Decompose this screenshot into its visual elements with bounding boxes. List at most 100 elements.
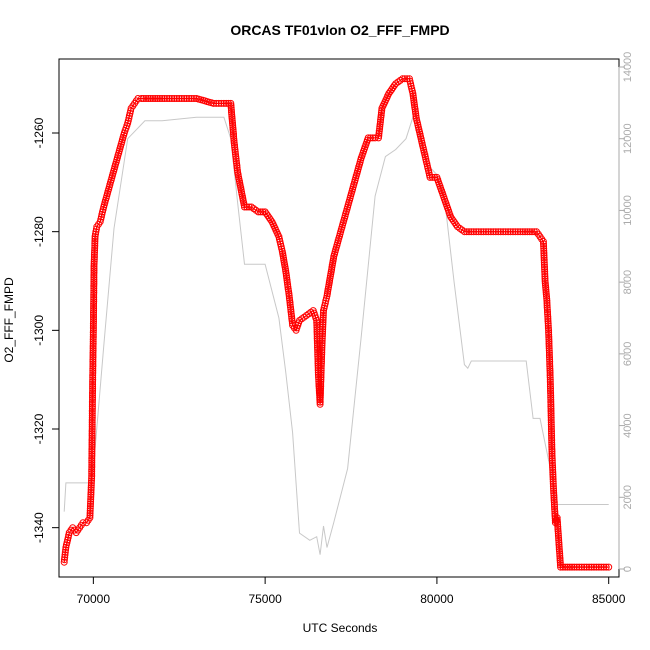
- data-point: [542, 284, 550, 292]
- data-point: [317, 360, 325, 368]
- data-point: [88, 439, 96, 446]
- data-point: [229, 128, 237, 136]
- data-point: [546, 380, 554, 388]
- data-point: [492, 228, 500, 236]
- data-point: [319, 316, 327, 324]
- data-point: [551, 503, 558, 511]
- data-point: [142, 95, 150, 102]
- data-point: [555, 543, 563, 551]
- data-point: [316, 391, 324, 399]
- data-point: [87, 488, 95, 496]
- data-point: [566, 563, 574, 571]
- data-point: [87, 486, 95, 494]
- data-point: [544, 320, 552, 327]
- x-tick-label: 70000: [77, 592, 111, 606]
- data-point: [178, 95, 186, 102]
- data-point: [545, 349, 553, 357]
- data-point: [287, 303, 294, 311]
- data-point: [555, 539, 563, 546]
- data-point: [229, 124, 237, 131]
- y-tick-label: -1320: [32, 413, 46, 444]
- data-point: [319, 321, 327, 328]
- data-point: [378, 107, 386, 115]
- data-point: [555, 534, 563, 542]
- data-point: [90, 269, 98, 277]
- data-point: [286, 301, 294, 309]
- data-point: [550, 485, 557, 492]
- data-point: [548, 434, 556, 442]
- data-point: [554, 525, 562, 533]
- data-point: [549, 461, 556, 469]
- data-point: [90, 262, 98, 270]
- data-point: [149, 95, 157, 102]
- data-point: [319, 314, 327, 322]
- data-point: [61, 548, 69, 556]
- data-point: [317, 364, 325, 372]
- data-point: [318, 357, 325, 365]
- data-point: [287, 308, 295, 316]
- y2-tick-label: 8000: [622, 270, 634, 294]
- data-point: [551, 507, 559, 515]
- data-point: [175, 95, 183, 102]
- data-point: [317, 385, 325, 392]
- data-point: [548, 432, 556, 440]
- data-point: [568, 563, 576, 571]
- data-point: [60, 558, 68, 566]
- data-point: [547, 412, 555, 419]
- data-point: [550, 487, 558, 495]
- data-point: [90, 300, 98, 308]
- data-point: [165, 95, 173, 102]
- data-point: [230, 132, 238, 140]
- data-point: [87, 493, 95, 501]
- data-point: [575, 563, 583, 571]
- data-point: [316, 396, 324, 404]
- y2-tick-label: 2000: [622, 485, 634, 509]
- data-point: [543, 306, 551, 314]
- data-point: [287, 310, 295, 318]
- data-point: [89, 389, 96, 397]
- data-point: [285, 287, 293, 295]
- data-point: [90, 251, 98, 259]
- data-point: [92, 230, 99, 238]
- data-point: [547, 418, 555, 426]
- data-point: [452, 221, 460, 229]
- data-point: [90, 267, 98, 275]
- data-point: [541, 275, 549, 283]
- data-point: [90, 280, 98, 288]
- data-point: [472, 228, 480, 236]
- data-point: [546, 369, 554, 377]
- data-point: [90, 276, 98, 283]
- data-point: [546, 373, 554, 381]
- data-point: [88, 412, 96, 419]
- data-point: [600, 563, 608, 571]
- data-point: [62, 543, 70, 551]
- data-point: [283, 278, 291, 286]
- data-point: [89, 349, 97, 357]
- chart-title: ORCAS TF01vlon O2_FFF_FMPD: [230, 22, 449, 38]
- data-point: [90, 309, 97, 317]
- data-point: [547, 409, 555, 417]
- data-point: [540, 242, 548, 250]
- data-point: [229, 119, 236, 127]
- data-point: [185, 95, 193, 102]
- data-point: [254, 208, 262, 216]
- data-point: [545, 340, 553, 348]
- data-point: [367, 134, 374, 142]
- data-point: [60, 556, 68, 564]
- data-point: [555, 545, 563, 553]
- data-point: [547, 400, 555, 408]
- data-point: [546, 362, 554, 370]
- data-point: [170, 95, 178, 102]
- data-point: [89, 378, 97, 386]
- data-point: [91, 237, 99, 245]
- data-point: [232, 155, 240, 163]
- data-point: [88, 400, 96, 408]
- y-axis-label: O2_FFF_FMPD: [2, 277, 16, 363]
- x-axis-label: UTC Seconds: [303, 621, 378, 635]
- data-point: [541, 272, 549, 280]
- data-point: [227, 99, 235, 107]
- data-point: [546, 367, 554, 375]
- data-point: [547, 398, 555, 406]
- data-point: [227, 102, 235, 110]
- y2-tick-label: 4000: [622, 413, 634, 437]
